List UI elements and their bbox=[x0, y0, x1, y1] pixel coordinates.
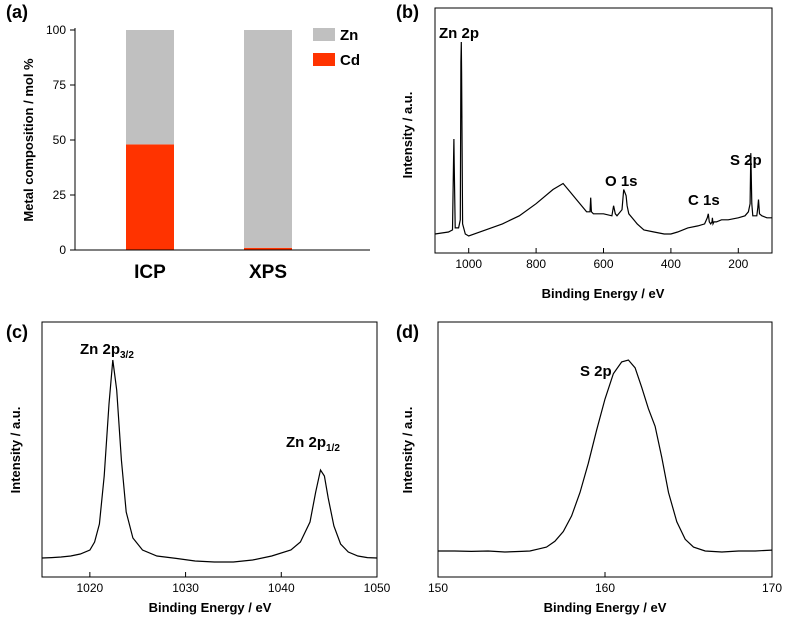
panel-c-y-axis-title: Intensity / a.u. bbox=[8, 407, 23, 494]
panel-b-x-tick-label: 400 bbox=[661, 257, 681, 271]
panel-a-label: (a) bbox=[6, 2, 28, 22]
panel-a-bars bbox=[126, 30, 292, 250]
panel-b-plot-frame bbox=[434, 7, 773, 254]
panel-a-y-axis-title: Metal composition / mol % bbox=[21, 58, 36, 222]
bar-cd-xps bbox=[244, 247, 292, 250]
panel-d-x-ticks: 150 160 170 bbox=[428, 572, 782, 595]
panel-b-xps-survey-spectrum: (b) 1000 800 600 400 200 Binding Energy / eV… bbox=[396, 2, 773, 301]
panel-b-x-tick-label: 1000 bbox=[455, 257, 482, 271]
panel-d-x-tick-label: 150 bbox=[428, 581, 448, 595]
panel-d-y-axis-title: Intensity / a.u. bbox=[400, 407, 415, 494]
panel-a-legend: Zn Cd bbox=[313, 27, 360, 69]
annotation-o-1s: O 1s bbox=[605, 173, 638, 190]
annotation-zn-2p: Zn 2p bbox=[439, 25, 479, 42]
annotation-c-1s: C 1s bbox=[688, 192, 720, 209]
panel-c-x-tick-label: 1040 bbox=[268, 581, 295, 595]
panel-a-y-tick-label: 100 bbox=[46, 23, 66, 37]
panel-a-y-tick-label: 75 bbox=[53, 78, 67, 92]
bar-zn-xps bbox=[244, 30, 292, 248]
annotation-s-2p-detail: S 2p bbox=[580, 363, 612, 380]
category-label-xps: XPS bbox=[249, 262, 287, 283]
panel-c-x-tick-label: 1050 bbox=[364, 581, 391, 595]
legend-label-zn: Zn bbox=[340, 27, 358, 44]
annotation-zn-2p-1-2: Zn 2p1/2 bbox=[286, 434, 340, 454]
panel-b-x-tick-label: 600 bbox=[593, 257, 613, 271]
panel-d-plot-frame bbox=[437, 321, 773, 578]
category-label-icp: ICP bbox=[134, 262, 166, 283]
panel-c-spectrum-line bbox=[41, 359, 378, 563]
legend-label-cd: Cd bbox=[340, 52, 360, 69]
panel-a-y-tick-label: 0 bbox=[59, 243, 66, 257]
panel-a-y-tick-label: 50 bbox=[53, 133, 67, 147]
panel-c-x-tick-label: 1020 bbox=[77, 581, 104, 595]
legend-swatch-cd bbox=[313, 53, 335, 66]
panel-d-x-tick-label: 160 bbox=[595, 581, 615, 595]
panel-b-y-axis-title: Intensity / a.u. bbox=[400, 92, 415, 179]
annotation-s-2p: S 2p bbox=[730, 152, 762, 169]
panel-d-spectrum-line bbox=[438, 359, 773, 553]
panel-d-x-tick-label: 170 bbox=[762, 581, 782, 595]
panel-d-x-axis-title: Binding Energy / eV bbox=[544, 600, 667, 615]
panel-d-label: (d) bbox=[396, 322, 419, 342]
panel-b-x-ticks: 1000 800 600 400 200 bbox=[455, 248, 749, 271]
panel-a-y-tick-label: 25 bbox=[53, 188, 67, 202]
legend-swatch-zn bbox=[313, 28, 335, 41]
bar-cd-icp bbox=[126, 144, 174, 250]
panel-c-x-ticks: 1020 1030 1040 1050 bbox=[77, 572, 391, 595]
panel-a-y-ticks: 0 25 50 75 100 bbox=[46, 23, 75, 257]
panel-b-spectrum-line bbox=[434, 41, 772, 237]
panel-c-x-axis-title: Binding Energy / eV bbox=[149, 600, 272, 615]
panel-b-x-tick-label: 800 bbox=[526, 257, 546, 271]
panel-a-composition-bar-chart: (a) 0 25 50 75 100 ICP XPS Metal composition… bbox=[6, 2, 370, 283]
panel-c-zn-2p-spectrum: (c) 1020 1030 1040 1050 Binding Energy / eV… bbox=[6, 321, 391, 615]
panel-b-x-tick-label: 200 bbox=[728, 257, 748, 271]
bar-zn-icp bbox=[126, 30, 174, 145]
panel-c-plot-frame bbox=[41, 321, 378, 578]
panel-d-s-2p-spectrum: (d) 150 160 170 Binding Energy / eV Intens… bbox=[396, 321, 782, 615]
panel-b-label: (b) bbox=[396, 2, 419, 22]
panel-b-x-axis-title: Binding Energy / eV bbox=[542, 286, 665, 301]
panel-c-label: (c) bbox=[6, 322, 28, 342]
annotation-zn-2p-3-2: Zn 2p3/2 bbox=[80, 341, 134, 361]
panel-c-x-tick-label: 1030 bbox=[172, 581, 199, 595]
